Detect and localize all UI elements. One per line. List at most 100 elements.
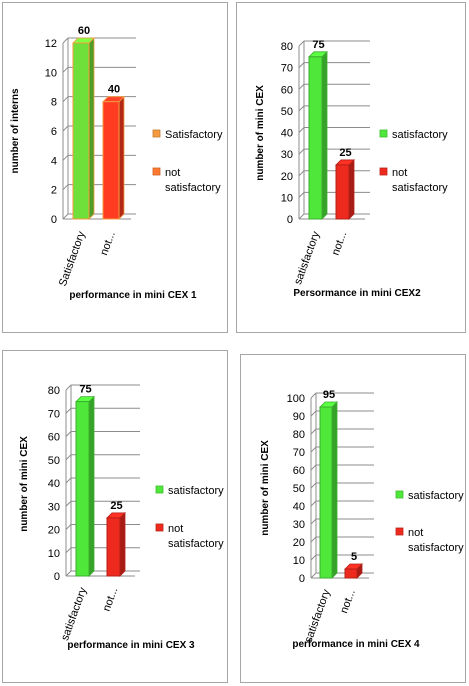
grid-diagonal bbox=[65, 524, 72, 530]
y-tick-label: 4 bbox=[51, 155, 57, 167]
data-label: 40 bbox=[108, 84, 120, 96]
y-tick-label: 0 bbox=[299, 573, 305, 585]
y-axis-label: number of mini CEX bbox=[19, 436, 30, 532]
grid-diagonal bbox=[310, 428, 317, 435]
y-tick-label: 50 bbox=[293, 483, 305, 495]
grid-diagonal bbox=[62, 154, 69, 161]
y-tick-label: 12 bbox=[45, 38, 57, 50]
legend-label: satisfactory bbox=[168, 538, 224, 550]
y-tick-label: 80 bbox=[293, 429, 305, 441]
grid-diagonal bbox=[298, 213, 305, 220]
grid-diagonal bbox=[65, 547, 72, 554]
y-tick-label: 70 bbox=[281, 63, 293, 75]
data-label: 75 bbox=[312, 39, 324, 51]
y-tick-label: 6 bbox=[51, 126, 57, 138]
bar bbox=[102, 101, 120, 220]
y-tick-label: 60 bbox=[281, 84, 293, 96]
chart-panel-4: 0 10 20 30 40 50 60 70 80 90 100 95 satisfactory 5 not… bbox=[240, 354, 466, 683]
y-tick-label: 40 bbox=[281, 128, 293, 140]
grid-diagonal bbox=[310, 536, 317, 543]
y-tick-label: 80 bbox=[48, 385, 60, 397]
grid-diagonal bbox=[310, 392, 317, 399]
chart-panel-2: 0 10 20 30 40 50 60 70 80 75 satisfactory 25 not... n… bbox=[236, 2, 466, 333]
bar bbox=[344, 568, 358, 579]
legend-label: Satisfactory bbox=[165, 129, 223, 141]
bar bbox=[335, 164, 350, 220]
grid-diagonal bbox=[310, 572, 317, 579]
bar-side bbox=[118, 95, 125, 220]
legend-swatch bbox=[379, 167, 388, 176]
chart-panel-1: 0 2 4 6 8 10 12 60 Satisfactory 40 not... number of… bbox=[2, 2, 228, 333]
legend-swatch bbox=[152, 167, 161, 176]
y-tick-label: 60 bbox=[48, 432, 60, 444]
grid-diagonal bbox=[65, 407, 72, 414]
grid-diagonal bbox=[65, 500, 72, 507]
x-category-label: not... bbox=[330, 230, 350, 257]
grid-diagonal bbox=[310, 500, 317, 507]
legend-label: satisfactory bbox=[392, 129, 448, 141]
y-tick-label: 30 bbox=[293, 519, 305, 531]
grid-diagonal bbox=[62, 213, 69, 220]
y-tick-label: 0 bbox=[54, 571, 60, 583]
bar-side bbox=[119, 511, 126, 577]
bar bbox=[106, 517, 121, 577]
legend-label: satisfactory bbox=[392, 182, 448, 194]
grid-diagonal bbox=[62, 96, 69, 103]
grid-diagonal bbox=[62, 37, 69, 44]
y-tick-label: 50 bbox=[48, 455, 60, 467]
grid-diagonal bbox=[298, 170, 305, 177]
bar bbox=[319, 406, 333, 579]
data-label: 5 bbox=[351, 551, 357, 563]
x-category-label: satisfactory bbox=[59, 585, 89, 642]
bar bbox=[308, 56, 323, 220]
bar bbox=[72, 42, 90, 220]
y-tick-label: 70 bbox=[48, 408, 60, 420]
grid-diagonal bbox=[62, 66, 69, 73]
y-axis-label: number of mini CEX bbox=[260, 440, 271, 536]
legend-swatch bbox=[395, 490, 404, 499]
y-tick-label: 100 bbox=[287, 393, 305, 405]
x-category-label: Satisfactory bbox=[57, 229, 88, 288]
y-axis-label: number of interns bbox=[10, 88, 21, 173]
legend-label: satisfactory bbox=[408, 542, 464, 554]
bar-side bbox=[331, 401, 338, 579]
chart-panel-3: 0 10 20 30 40 50 60 70 80 75 satisfactory 25 not... n… bbox=[2, 350, 228, 683]
legend-label: satisfactory bbox=[168, 485, 224, 497]
y-axis-label: number of mini CEX bbox=[255, 85, 266, 181]
y-tick-label: 40 bbox=[293, 501, 305, 513]
legend-label: satisfactory bbox=[165, 182, 221, 194]
x-category-label: not... bbox=[101, 586, 121, 613]
legend-swatch bbox=[155, 485, 164, 494]
grid-diagonal bbox=[62, 125, 69, 132]
y-tick-label: 90 bbox=[293, 411, 305, 423]
grid-diagonal bbox=[298, 40, 305, 47]
legend-label: satisfactory bbox=[408, 490, 464, 502]
y-tick-label: 20 bbox=[281, 171, 293, 183]
y-tick-label: 8 bbox=[51, 97, 57, 109]
grid-diagonal bbox=[298, 83, 305, 90]
bar-side bbox=[88, 395, 95, 577]
legend-swatch bbox=[155, 523, 164, 532]
grid-diagonal bbox=[65, 477, 72, 484]
y-tick-label: 0 bbox=[51, 214, 57, 226]
data-label: 75 bbox=[79, 384, 91, 396]
x-category-label: not... bbox=[338, 588, 358, 615]
grid-diagonal bbox=[298, 105, 305, 112]
data-label: 25 bbox=[110, 500, 122, 512]
bar-chart-2: 0 10 20 30 40 50 60 70 80 75 satisfactory 25 not... n… bbox=[255, 39, 448, 299]
legend-swatch bbox=[379, 129, 388, 138]
grid-diagonal bbox=[298, 62, 305, 68]
legend-label: not bbox=[165, 167, 180, 179]
bar-chart-3: 0 10 20 30 40 50 60 70 80 75 satisfactory 25 not... n… bbox=[19, 384, 224, 651]
x-category-label: satisfactory bbox=[303, 587, 333, 644]
grid-diagonal bbox=[62, 184, 69, 191]
grid-diagonal bbox=[298, 148, 305, 155]
y-tick-label: 60 bbox=[293, 465, 305, 477]
grid-diagonal bbox=[310, 446, 317, 453]
data-label: 95 bbox=[323, 389, 335, 401]
y-tick-label: 10 bbox=[48, 548, 60, 560]
legend-swatch bbox=[152, 129, 161, 138]
grid-diagonal bbox=[310, 464, 317, 471]
grid-diagonal bbox=[298, 192, 305, 198]
grid-diagonal bbox=[310, 554, 317, 561]
